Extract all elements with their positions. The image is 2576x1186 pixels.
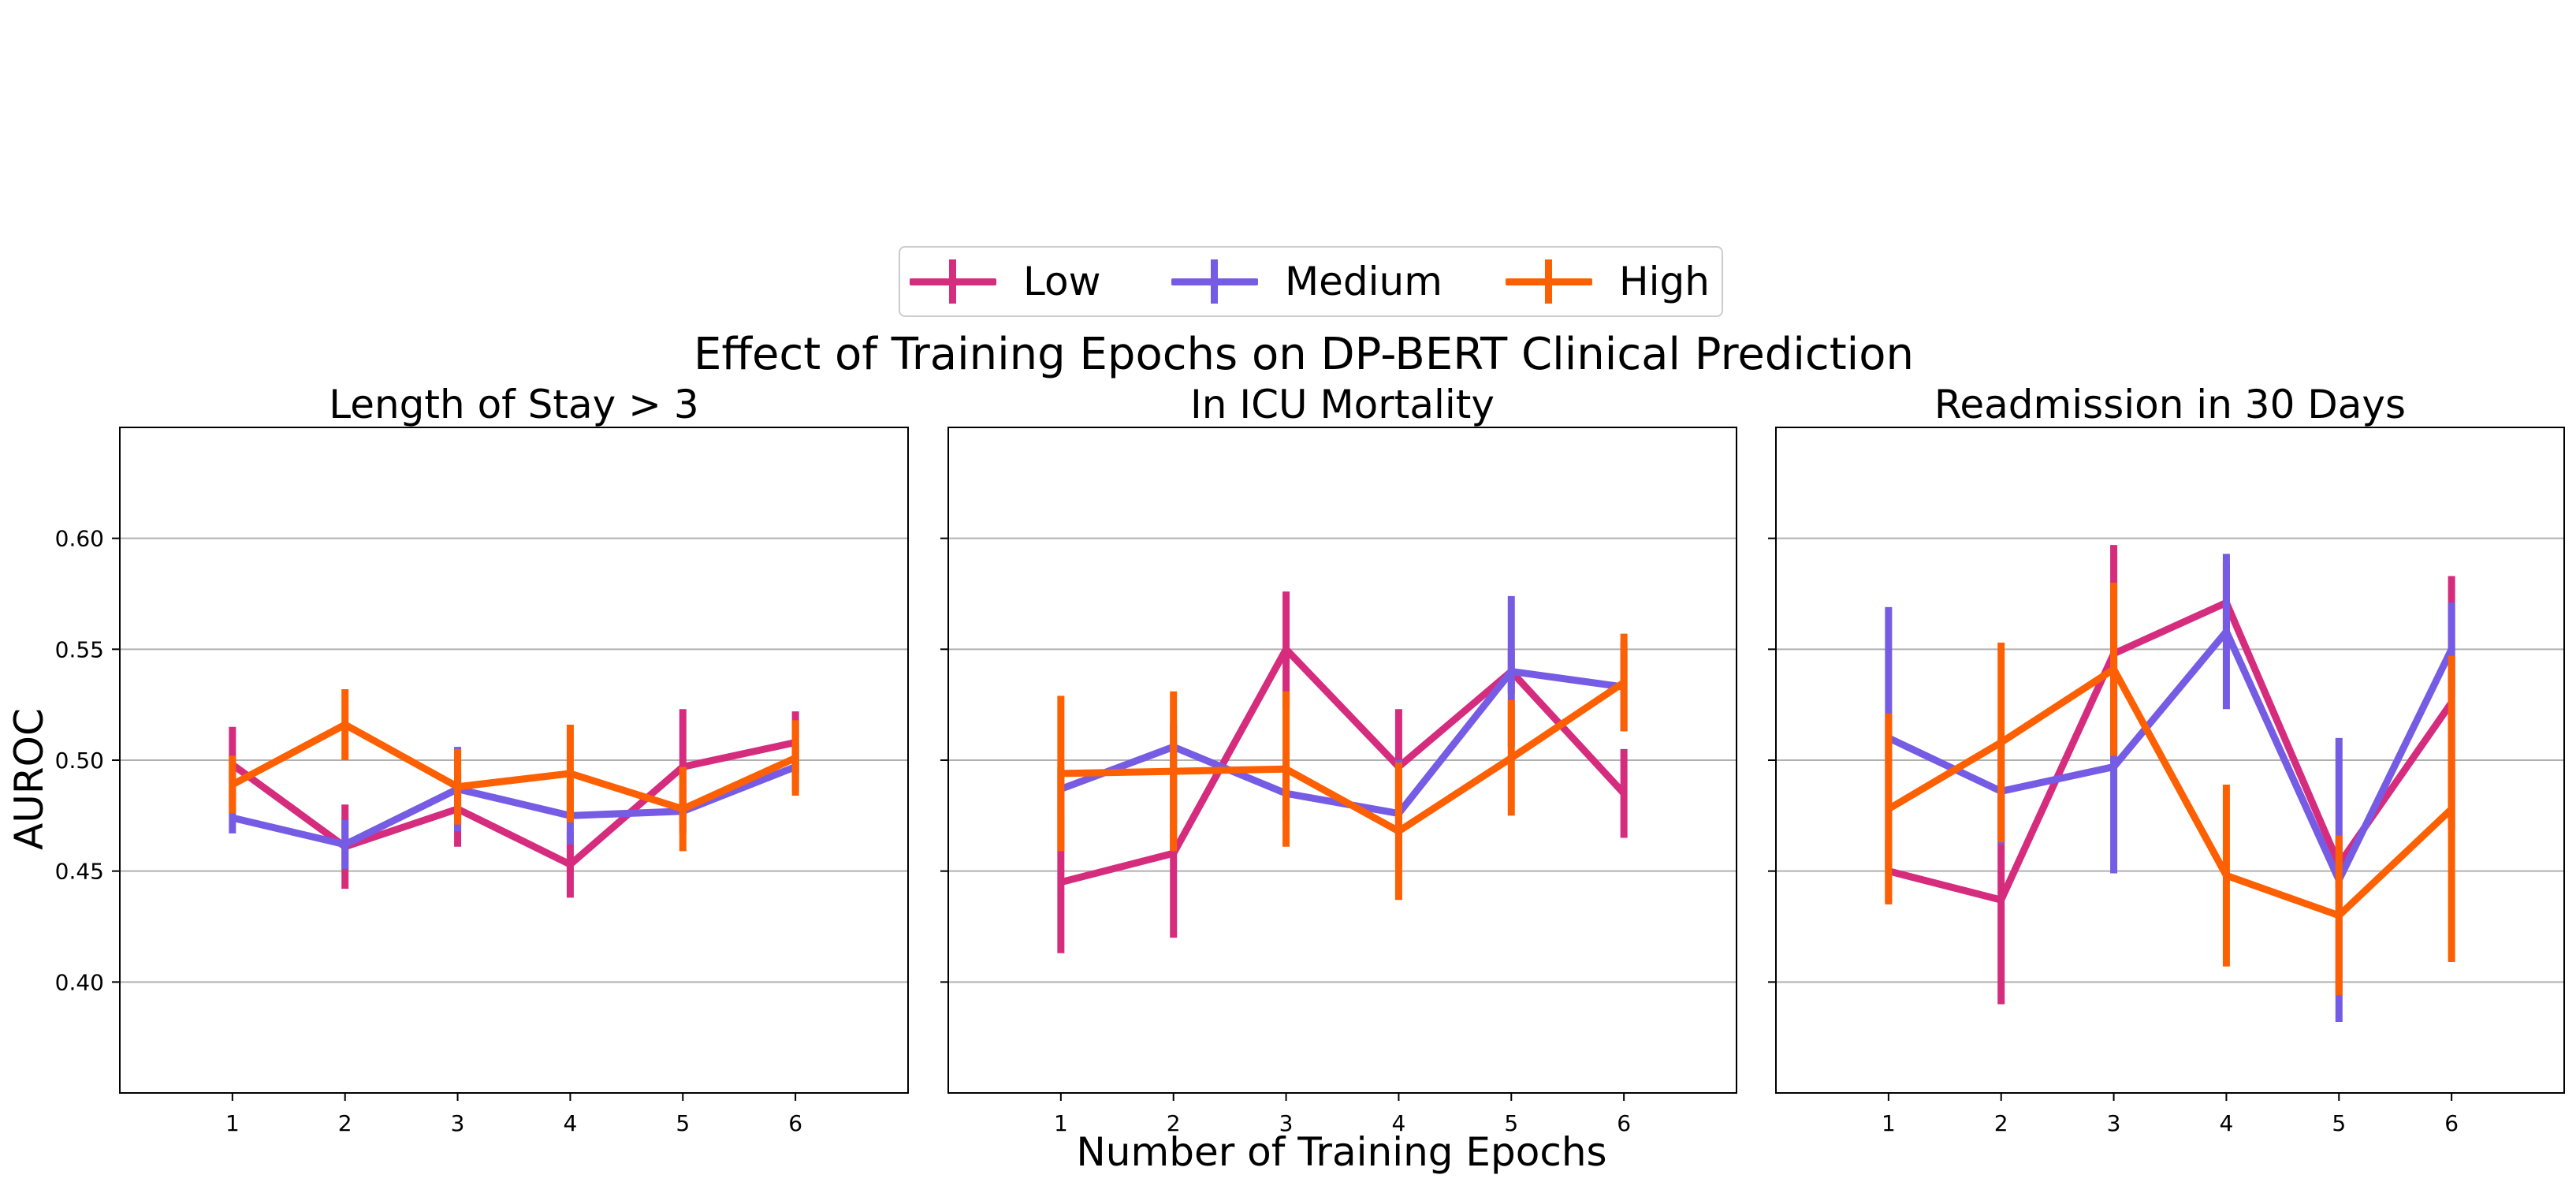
- x-tick-label: 6: [788, 1110, 802, 1136]
- x-tick-label: 1: [1882, 1110, 1896, 1136]
- plot-frame: [947, 427, 1737, 1094]
- x-tick-label: 2: [338, 1110, 352, 1136]
- x-tick-label: 2: [1994, 1110, 2008, 1136]
- series-line-high: [1886, 666, 2455, 919]
- x-tick-label: 2: [1167, 1110, 1181, 1136]
- x-tick-label: 1: [225, 1110, 240, 1136]
- figure-suptitle: Effect of Training Epochs on DP-BERT Cli…: [694, 329, 1914, 380]
- legend: Low Medium High: [899, 246, 1723, 317]
- x-tick-label: 6: [2444, 1110, 2459, 1136]
- legend-swatch-medium: [1171, 258, 1258, 305]
- panel-3: Readmission in 30 Days 1 2 3 4 5 6: [1768, 382, 2565, 1136]
- panel-title: Readmission in 30 Days: [1934, 382, 2406, 427]
- x-tick-label: 6: [1617, 1110, 1631, 1136]
- series-line-low: [1887, 599, 2455, 904]
- x-axis-label: Number of Training Epochs: [1076, 1129, 1606, 1175]
- series-line-medium: [1886, 628, 2455, 884]
- panel-2: In ICU Mortality 1 2 3 4 5 6: [940, 382, 1737, 1136]
- legend-item-medium: Medium: [1171, 248, 1442, 315]
- panel-1: Length of Stay > 3 0.40 0.45 0.50 0.55 0.60 1 2…: [55, 382, 909, 1136]
- series-line-high: [230, 721, 797, 813]
- x-tick-label: 3: [2107, 1110, 2121, 1136]
- y-tick-label: 0.40: [55, 969, 104, 995]
- x-tick-label: 4: [2220, 1110, 2234, 1136]
- panel-title: In ICU Mortality: [1190, 382, 1495, 427]
- y-tick-label: 0.55: [55, 636, 104, 662]
- legend-swatch-high: [1506, 258, 1592, 305]
- x-tick-label: 4: [564, 1110, 578, 1136]
- y-axis-label: AUROC: [6, 708, 52, 850]
- x-tick-label: 3: [1279, 1110, 1294, 1136]
- legend-swatch-low: [910, 258, 996, 305]
- chart-panels: Length of Stay > 3 0.40 0.45 0.50 0.55 0.60 1 2…: [55, 382, 2565, 1136]
- legend-label-low: Low: [1023, 259, 1101, 304]
- panel-title: Length of Stay > 3: [329, 382, 699, 427]
- plot-frame: [1775, 427, 2565, 1094]
- y-tick-label: 0.50: [55, 748, 104, 774]
- x-tick-label: 3: [451, 1110, 465, 1136]
- series-line-high: [1060, 679, 1626, 835]
- legend-item-high: High: [1506, 248, 1710, 315]
- x-tick-label: 5: [1504, 1110, 1518, 1136]
- plot-frame: [119, 427, 909, 1094]
- x-tick-label: 4: [1392, 1110, 1406, 1136]
- y-tick-label: 0.60: [55, 526, 104, 552]
- legend-label-high: High: [1619, 259, 1710, 304]
- legend-label-medium: Medium: [1285, 259, 1442, 304]
- y-tick-label: 0.45: [55, 859, 104, 885]
- series-line-low: [1059, 645, 1627, 886]
- x-tick-label: 5: [676, 1110, 690, 1136]
- series-line-low: [230, 739, 797, 868]
- x-tick-label: 1: [1054, 1110, 1068, 1136]
- legend-item-low: Low: [910, 248, 1100, 315]
- x-tick-label: 5: [2332, 1110, 2346, 1136]
